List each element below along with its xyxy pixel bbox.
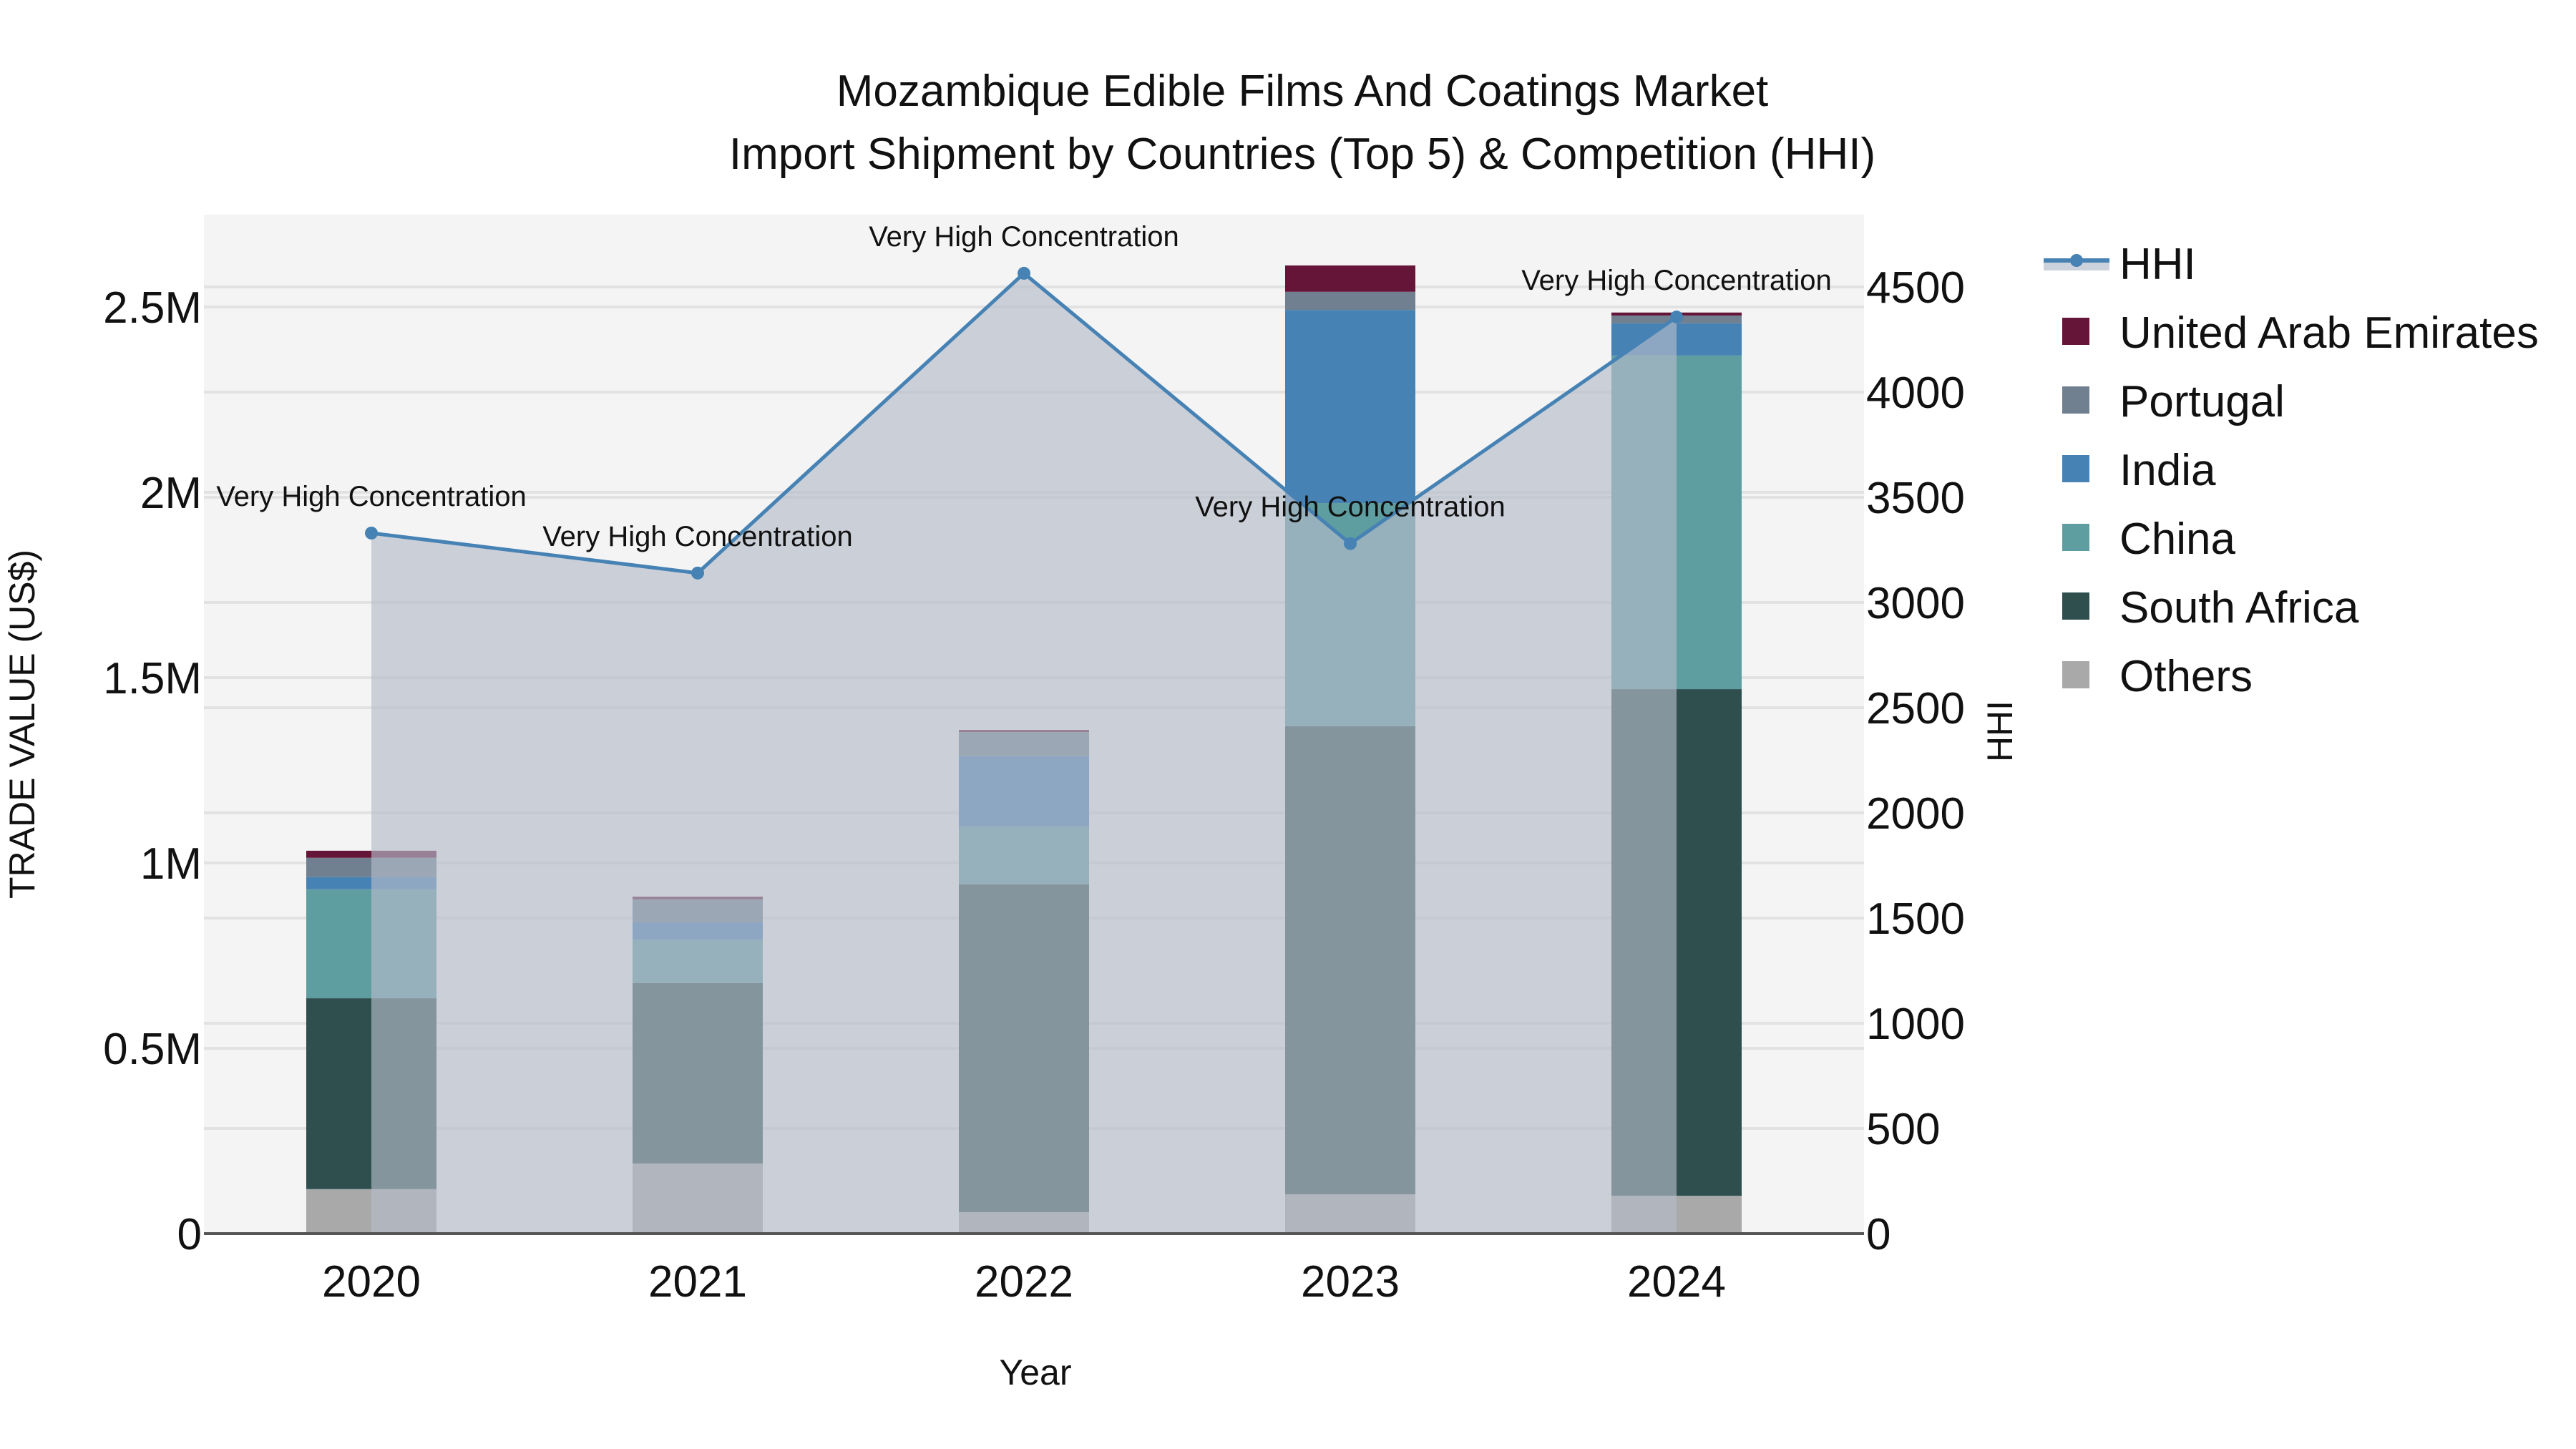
legend-label: United Arab Emirates [2119,308,2539,358]
x-axis-title: Year [999,1352,1071,1392]
y-left-tick-label: 2M [140,469,202,518]
y-right-tick-label: 0 [1866,1210,1890,1259]
y-left-tick-label: 2.5M [103,283,202,333]
hhi-marker [1344,537,1357,550]
legend-item-hhi[interactable]: HHI [2044,240,2196,289]
y-left-tick-label: 0.5M [103,1025,202,1074]
legend-swatch-icon [2062,318,2089,345]
x-tick-label: 2023 [1301,1257,1400,1307]
hhi-area [371,273,1677,1234]
hhi-annotation: Very High Concentration [1195,492,1506,523]
bar-segment-india [1285,310,1415,504]
legend-label: China [2119,514,2236,564]
y-axis-right-title: HHI [1980,701,2020,762]
legend-swatch-icon [2062,455,2089,482]
legend-label: India [2119,446,2216,495]
y-right-tick-label: 1500 [1866,894,1965,944]
y-right-tick-label: 1000 [1866,1000,1965,1049]
y-left-tick-label: 0 [177,1210,202,1259]
hhi-annotation: Very High Concentration [869,221,1179,253]
chart-title-line1: Mozambique Edible Films And Coatings Mar… [836,67,1769,116]
hhi-annotation: Very High Concentration [542,521,853,552]
legend-label: South Africa [2119,583,2359,633]
x-tick-label: 2020 [322,1257,421,1307]
y-right-tick-label: 2500 [1866,684,1965,733]
y-axis-right: 0 500 1000 1500 2000 2500 3000 3500 4000 4500 [1866,263,1965,1259]
y-axis-left-title: TRADE VALUE (US$) [2,550,42,899]
legend-label: Portugal [2119,377,2285,426]
y-right-tick-label: 3000 [1866,579,1965,628]
y-right-tick-label: 3500 [1866,474,1965,523]
hhi-annotation: Very High Concentration [1521,265,1832,296]
legend-item-united-arab-emirates[interactable]: United Arab Emirates [2062,308,2539,358]
legend-swatch-icon [2062,592,2089,620]
hhi-line: Very High Concentration Very High Concent… [216,221,1832,1234]
hhi-marker [365,526,378,540]
legend-label: Others [2119,652,2253,701]
bar-segment-united-arab-emirates [1285,265,1415,292]
y-left-tick-label: 1.5M [103,654,202,703]
x-tick-label: 2021 [648,1257,747,1307]
hhi-marker [1018,266,1030,280]
legend-item-portugal[interactable]: Portugal [2062,377,2285,426]
legend-swatch-icon [2062,524,2089,551]
legend-label: HHI [2119,240,2196,289]
x-axis: 2020 2021 2022 2023 2024 [322,1257,1726,1307]
legend-item-india[interactable]: India [2062,446,2216,495]
legend-item-china[interactable]: China [2062,514,2236,564]
hhi-annotation: Very High Concentration [216,481,527,512]
legend-item-others[interactable]: Others [2062,652,2253,701]
legend-marker-icon [2070,254,2083,267]
legend-swatch-icon [2062,661,2089,688]
legend-item-south-africa[interactable]: South Africa [2062,583,2359,633]
bar-segment-portugal [1285,291,1415,311]
legend: HHI United Arab Emirates Portugal India Chin… [2044,240,2539,701]
x-tick-label: 2022 [975,1257,1073,1307]
chart-title-line2: Import Shipment by Countries (Top 5) & C… [729,130,1875,179]
y-right-tick-label: 4000 [1866,369,1965,418]
hhi-marker [691,566,704,580]
y-right-tick-label: 500 [1866,1105,1940,1154]
y-right-tick-label: 4500 [1866,263,1965,313]
hhi-marker [1670,311,1683,324]
y-right-tick-label: 2000 [1866,789,1965,839]
y-axis-left: 0 0.5M 1M 1.5M 2M 2.5M [103,283,202,1259]
x-tick-label: 2024 [1627,1257,1726,1307]
y-left-tick-label: 1M [140,839,202,889]
legend-swatch-icon [2062,386,2089,414]
